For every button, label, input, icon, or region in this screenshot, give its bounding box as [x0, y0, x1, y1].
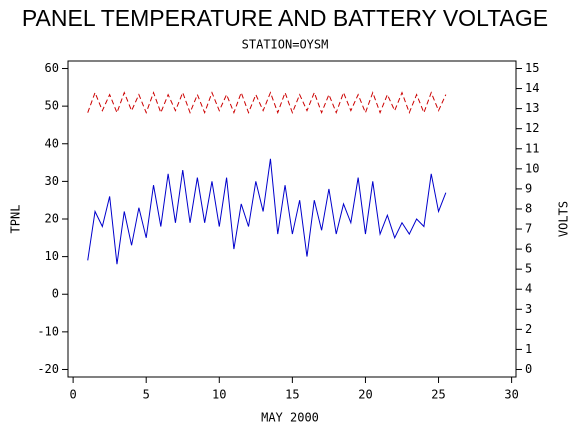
y-tick-label: -20	[37, 362, 59, 376]
x-tick-label: 25	[431, 388, 445, 402]
x-tick-label: 15	[285, 388, 299, 402]
chart-subtitle: STATION=OYSM	[242, 38, 329, 52]
x-axis-label: MAY 2000	[261, 411, 319, 425]
plot-frame	[67, 60, 517, 378]
x-tick-label: 0	[69, 388, 76, 402]
x-tick-label: 30	[504, 388, 518, 402]
y2-tick-label: 9	[525, 181, 532, 195]
y2-tick-label: 4	[525, 282, 532, 296]
x-tick-label: 5	[143, 388, 150, 402]
y2-tick-label: 8	[525, 201, 532, 215]
y2-tick-label: 2	[525, 322, 532, 336]
y-axis-label: TPNL	[9, 205, 23, 234]
y2-tick-label: 11	[525, 141, 539, 155]
y2-tick-label: 7	[525, 222, 532, 236]
y2-tick-label: 10	[525, 161, 539, 175]
y-tick-label: -10	[37, 324, 59, 338]
y-tick-label: 60	[45, 61, 59, 75]
x-tick-label: 20	[358, 388, 372, 402]
y2-tick-label: 1	[525, 342, 532, 356]
y-tick-label: 30	[45, 174, 59, 188]
y2-tick-label: 12	[525, 121, 539, 135]
y-tick-label: 50	[45, 99, 59, 113]
series-line	[87, 158, 447, 265]
y-tick-label: 10	[45, 249, 59, 263]
y-tick-label: 0	[52, 287, 59, 301]
y2-tick-label: 0	[525, 362, 532, 376]
y2-tick-label: 13	[525, 101, 539, 115]
chart-title: PANEL TEMPERATURE AND BATTERY VOLTAGE	[22, 5, 548, 31]
series-line	[87, 91, 447, 115]
y2-tick-label: 3	[525, 302, 532, 316]
y2-tick-label: 14	[525, 81, 539, 95]
y2-tick-label: 6	[525, 242, 532, 256]
x-tick-label: 10	[212, 388, 226, 402]
y2-tick-label: 15	[525, 61, 539, 75]
y2-axis-label: VOLTS	[557, 201, 570, 237]
y2-tick-label: 5	[525, 262, 532, 276]
y-tick-label: 20	[45, 212, 59, 226]
y-tick-label: 40	[45, 136, 59, 150]
